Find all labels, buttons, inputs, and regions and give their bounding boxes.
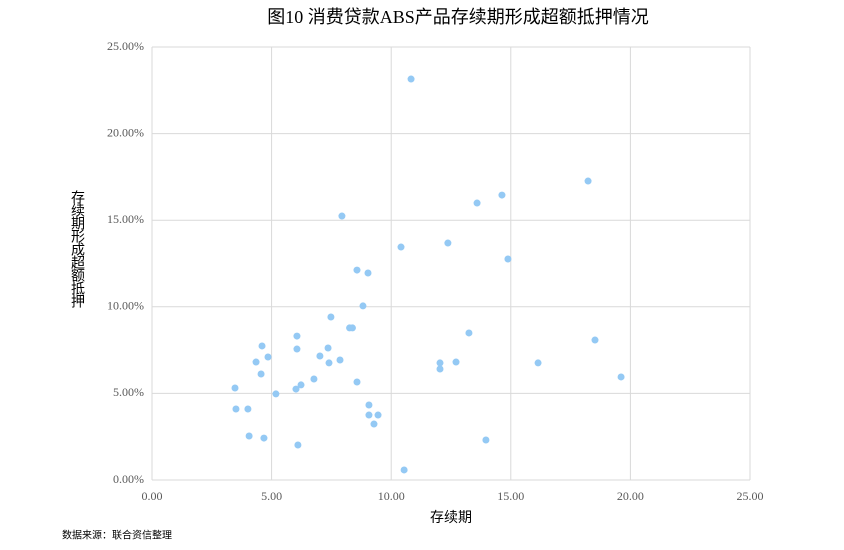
y-tick-label: 25.00% xyxy=(107,39,144,53)
point xyxy=(498,191,506,199)
point xyxy=(232,405,240,413)
point xyxy=(258,342,266,350)
point xyxy=(325,359,333,367)
point xyxy=(294,441,302,449)
point xyxy=(327,313,335,321)
point xyxy=(244,405,252,413)
point xyxy=(338,212,346,220)
point xyxy=(482,436,490,444)
y-tick-label: 15.00% xyxy=(107,212,144,226)
point xyxy=(257,370,265,378)
point xyxy=(245,432,253,440)
point xyxy=(252,358,260,366)
point xyxy=(365,411,373,419)
x-tick-label: 25.00 xyxy=(737,489,764,503)
point xyxy=(231,384,239,392)
point xyxy=(374,411,382,419)
point xyxy=(353,266,361,274)
x-axis-label: 存续期 xyxy=(430,509,472,526)
point xyxy=(436,359,444,367)
point xyxy=(444,239,452,247)
point xyxy=(365,401,373,409)
point xyxy=(293,345,301,353)
y-tick-label: 5.00% xyxy=(113,385,144,399)
point xyxy=(452,358,460,366)
x-tick-label: 0.00 xyxy=(142,489,163,503)
source-note: 数据来源：联合资信整理 xyxy=(62,528,172,541)
y-tick-label: 0.00% xyxy=(113,472,144,486)
point xyxy=(465,329,473,337)
point xyxy=(591,336,599,344)
point xyxy=(264,353,272,361)
y-tick-label: 20.00% xyxy=(107,125,144,139)
chart-title: 图10 消费贷款ABS产品存续期形成超额抵押情况 xyxy=(267,7,649,27)
point xyxy=(336,356,344,364)
point xyxy=(397,243,405,251)
point xyxy=(316,352,324,360)
point xyxy=(310,375,318,383)
point xyxy=(436,365,444,373)
point xyxy=(400,466,408,474)
point xyxy=(324,344,332,352)
point xyxy=(359,302,367,310)
point xyxy=(292,385,300,393)
point xyxy=(584,177,592,185)
point xyxy=(617,373,625,381)
y-axis-label: 存续期形成超额抵押 xyxy=(69,190,84,307)
point xyxy=(504,255,512,263)
point xyxy=(370,420,378,428)
point xyxy=(348,324,356,332)
point xyxy=(534,359,542,367)
x-tick-label: 20.00 xyxy=(617,489,644,503)
point xyxy=(407,75,415,83)
point xyxy=(293,332,301,340)
point xyxy=(353,378,361,386)
point xyxy=(260,434,268,442)
y-tick-label: 10.00% xyxy=(107,299,144,313)
point xyxy=(473,199,481,207)
x-tick-label: 15.00 xyxy=(497,489,524,503)
x-tick-label: 5.00 xyxy=(261,489,282,503)
point xyxy=(297,381,305,389)
x-tick-label: 10.00 xyxy=(378,489,405,503)
point xyxy=(272,390,280,398)
point xyxy=(364,269,372,277)
